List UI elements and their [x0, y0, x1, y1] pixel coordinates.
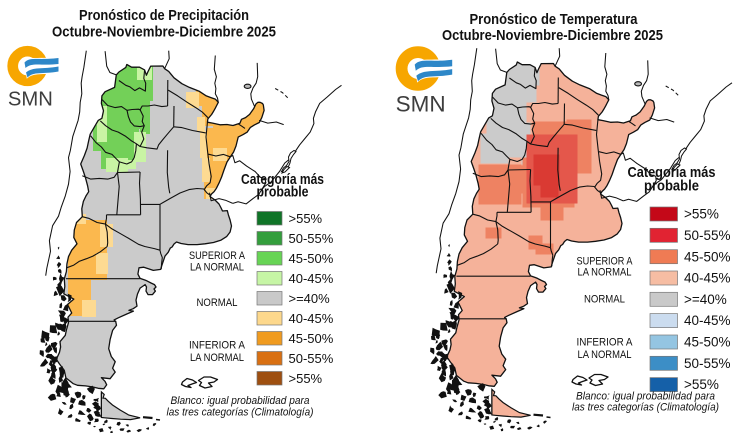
svg-text:INFERIOR A: INFERIOR A — [577, 337, 634, 349]
svg-text:LA NORMAL: LA NORMAL — [578, 267, 632, 279]
svg-text:50-55%: 50-55% — [684, 228, 731, 243]
svg-text:Blanco: igual probabilidad par: Blanco: igual probabilidad para — [576, 391, 715, 403]
svg-text:45-50%: 45-50% — [289, 251, 334, 266]
svg-text:45-50%: 45-50% — [289, 331, 334, 346]
svg-text:>=40%: >=40% — [289, 291, 331, 306]
svg-text:NORMAL: NORMAL — [584, 294, 625, 306]
svg-text:Octubre-Noviembre-Diciembre 20: Octubre-Noviembre-Diciembre 2025 — [52, 24, 276, 41]
svg-text:LA NORMAL: LA NORMAL — [190, 352, 244, 364]
svg-text:probable: probable — [257, 185, 309, 201]
svg-text:>55%: >55% — [289, 211, 323, 226]
svg-text:Categoría más: Categoría más — [241, 172, 324, 188]
svg-text:Categoría más: Categoría más — [628, 165, 716, 181]
svg-text:50-55%: 50-55% — [289, 231, 334, 246]
svg-text:>55%: >55% — [289, 371, 323, 386]
svg-text:las tres categorías (Climatolo: las tres categorías (Climatología) — [572, 402, 719, 414]
svg-text:las tres categorías (Climatolo: las tres categorías (Climatología) — [167, 407, 314, 419]
svg-text:SMN: SMN — [8, 89, 53, 111]
svg-text:NORMAL: NORMAL — [197, 297, 238, 309]
svg-text:Pronóstico de Precipitación: Pronóstico de Precipitación — [79, 7, 249, 24]
svg-text:50-55%: 50-55% — [289, 351, 334, 366]
svg-text:LA NORMAL: LA NORMAL — [190, 262, 244, 274]
svg-text:SUPERIOR A: SUPERIOR A — [189, 250, 246, 262]
svg-text:45-50%: 45-50% — [684, 249, 731, 264]
svg-text:50-55%: 50-55% — [684, 356, 731, 371]
svg-text:>55%: >55% — [684, 377, 719, 392]
svg-text:40-45%: 40-45% — [684, 313, 731, 328]
svg-text:Pronóstico de Temperatura: Pronóstico de Temperatura — [470, 11, 639, 28]
svg-text:>=40%: >=40% — [684, 292, 727, 307]
svg-text:SUPERIOR A: SUPERIOR A — [577, 256, 634, 268]
svg-text:45-50%: 45-50% — [684, 335, 731, 350]
svg-text:Octubre-Noviembre-Diciembre 20: Octubre-Noviembre-Diciembre 2025 — [442, 27, 663, 44]
svg-text:INFERIOR A: INFERIOR A — [189, 340, 246, 352]
svg-text:probable: probable — [644, 179, 699, 195]
svg-text:>55%: >55% — [684, 207, 719, 222]
svg-text:SMN: SMN — [396, 92, 446, 117]
svg-text:40-45%: 40-45% — [289, 271, 334, 286]
svg-text:LA NORMAL: LA NORMAL — [578, 349, 632, 361]
svg-text:40-45%: 40-45% — [289, 311, 334, 326]
svg-text:Blanco: igual probabilidad par: Blanco: igual probabilidad para — [171, 395, 310, 407]
svg-text:40-45%: 40-45% — [684, 271, 731, 286]
